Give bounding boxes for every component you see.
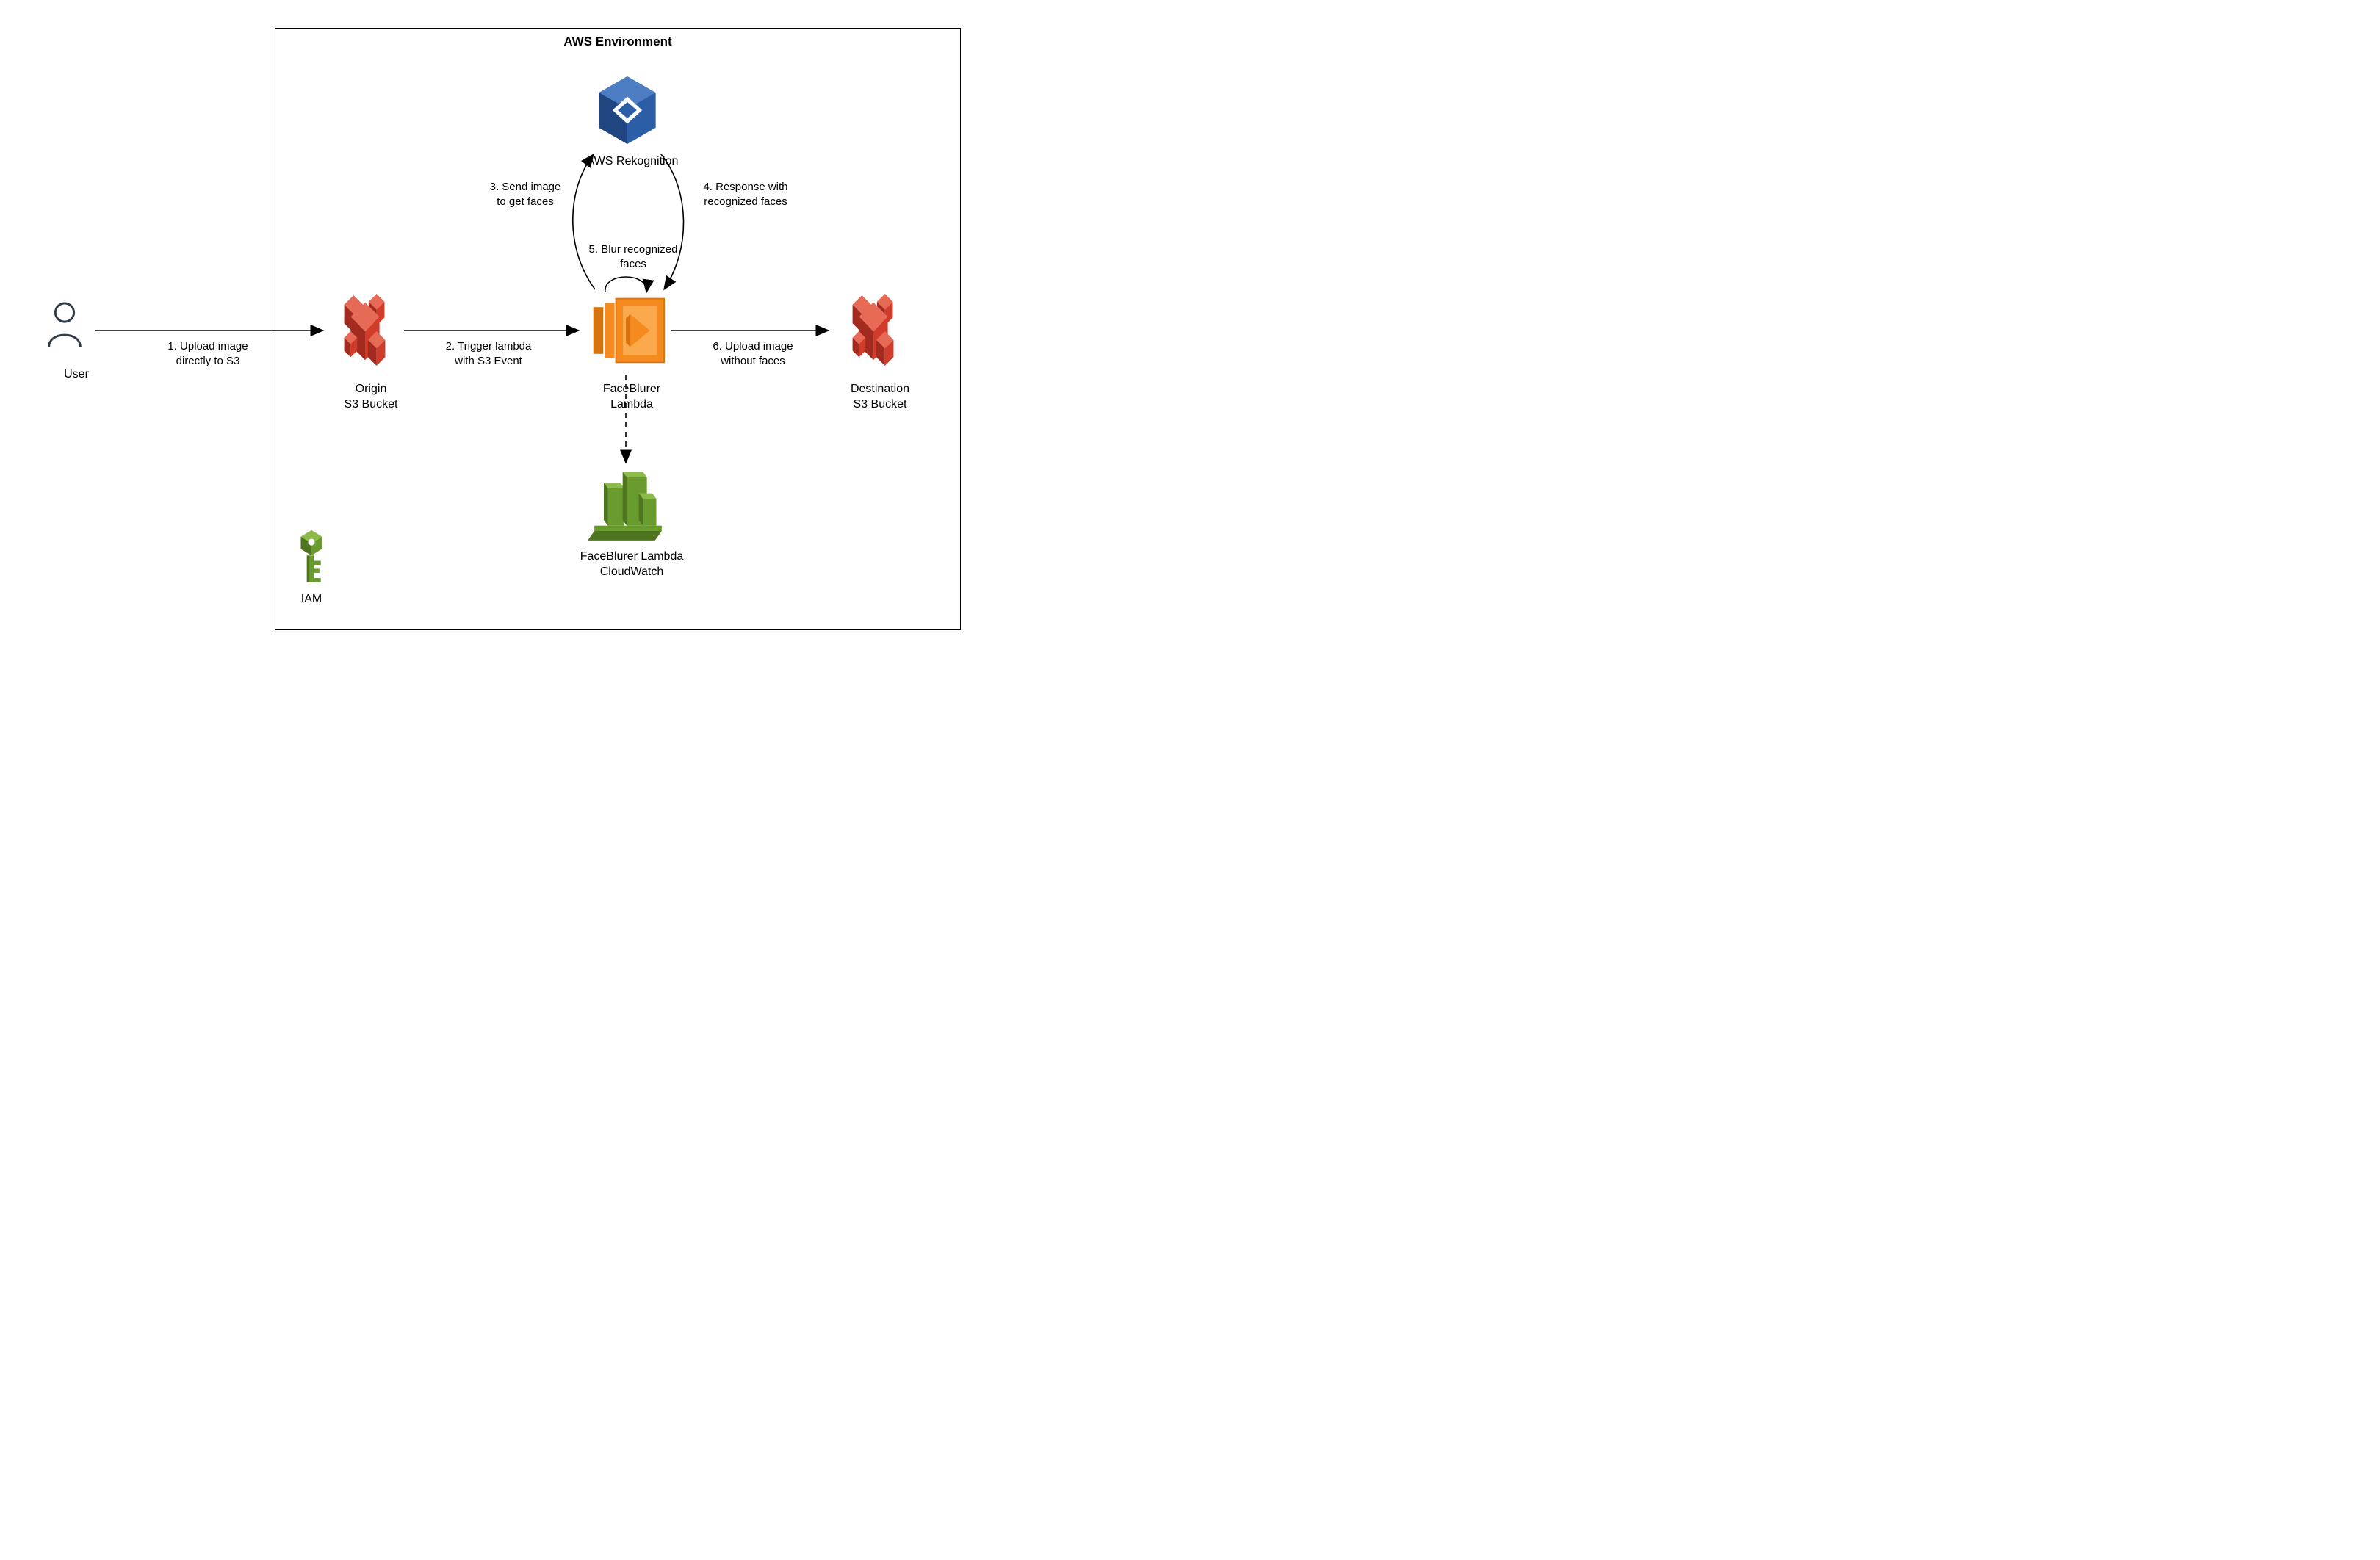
lambda-icon — [588, 292, 666, 372]
edge-label-6: 6. Upload image without faces — [694, 339, 812, 368]
s3-destination-icon — [837, 292, 909, 372]
edge-label-5: 5. Blur recognized faces — [574, 242, 692, 271]
architecture-diagram: AWS Environment User Origin S3 Bucket Fa… — [0, 0, 992, 650]
rekognition-icon — [594, 73, 661, 151]
user-label: User — [32, 367, 120, 383]
rekognition-label: AWS Rekognition — [570, 154, 695, 170]
lambda-label: FaceBlurer Lambda — [580, 382, 683, 413]
edge-label-2: 2. Trigger lambda with S3 Event — [426, 339, 551, 368]
aws-environment-title: AWS Environment — [275, 35, 960, 49]
s3-origin-icon — [329, 292, 401, 372]
edge-label-1: 1. Upload image directly to S3 — [145, 339, 270, 368]
cloudwatch-label: FaceBlurer Lambda CloudWatch — [566, 549, 698, 580]
origin-s3-label: Origin S3 Bucket — [323, 382, 419, 413]
user-icon — [44, 301, 85, 352]
destination-s3-label: Destination S3 Bucket — [829, 382, 931, 413]
iam-icon — [297, 529, 326, 590]
iam-label: IAM — [289, 592, 333, 607]
edge-label-4: 4. Response with recognized faces — [683, 180, 808, 209]
cloudwatch-icon — [588, 470, 668, 547]
edge-label-3: 3. Send image to get faces — [470, 180, 580, 209]
